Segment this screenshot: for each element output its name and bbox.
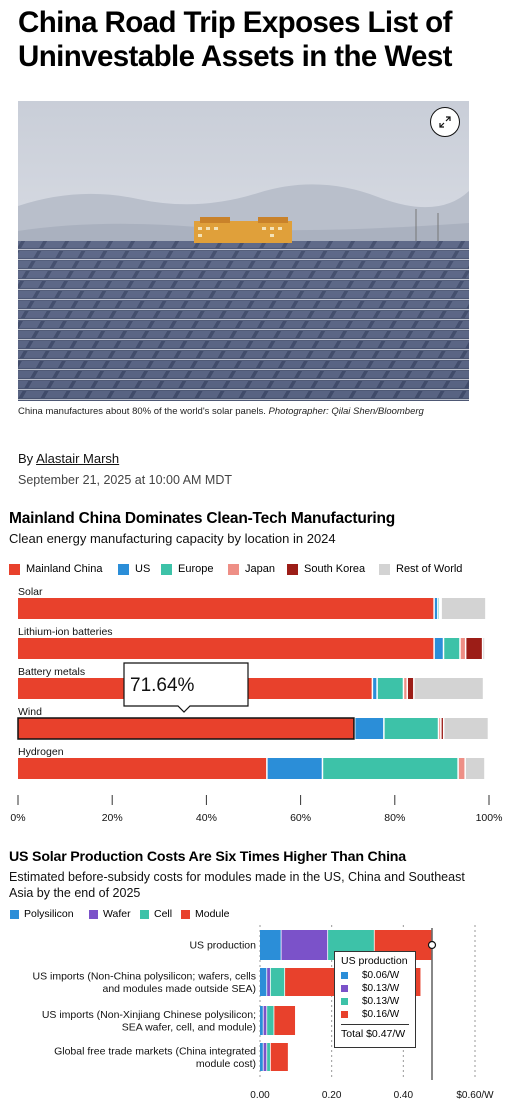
bar-wind-rest-of-world (444, 718, 488, 739)
x-tick-label-100: 100% (476, 812, 503, 824)
x-tick-label-80: 80% (384, 812, 405, 824)
category-label-solar: Solar (18, 586, 43, 598)
bar-4-wafer (263, 1043, 267, 1071)
bar-lithium-ion-batteries-japan (460, 638, 465, 659)
bar-lithium-ion-batteries-us (434, 638, 443, 659)
bar-hydrogen-europe (323, 758, 458, 779)
bar-hydrogen-japan (458, 758, 465, 779)
bar-solar-us (434, 598, 438, 619)
legend-item-south-korea: South Korea (287, 563, 365, 575)
legend-item-japan: Japan (228, 563, 275, 575)
category-label-1-line-1: US production (189, 940, 256, 952)
x-tick-label-0-40: 0.40 (394, 1090, 414, 1101)
bar-2-wafer (267, 968, 270, 996)
tooltip-row-module: $0.16/W (341, 1008, 409, 1021)
bar-wind-japan (439, 718, 441, 739)
photo-caption: China manufactures about 80% of the worl… (18, 406, 468, 418)
byline-prefix: By (18, 451, 37, 466)
category-label-2-line-2: and modules made outside SEA) (102, 983, 256, 995)
highlight-tooltip-value: 71.64% (130, 675, 195, 696)
x-tick-label-0-60-w: $0.60/W (456, 1090, 494, 1101)
highlight-tooltip-box (123, 662, 249, 713)
bar-battery-metals-us (373, 678, 377, 699)
category-label-4-line-1: Global free trade markets (China integra… (54, 1045, 256, 1057)
solar-farm-photo (18, 101, 469, 401)
legend-item-rest-of-world: Rest of World (379, 563, 462, 575)
bar-1-polysilicon (260, 930, 281, 960)
x-tick-label-40: 40% (196, 812, 217, 824)
bar-4-polysilicon (260, 1043, 263, 1071)
chart2-tooltip: US production $0.06/W $0.13/W $0.13/W $0… (334, 951, 416, 1048)
chart1-title: Mainland China Dominates Clean-Tech Manu… (9, 510, 396, 527)
category-label-4-line-2: module cost) (196, 1058, 256, 1070)
tooltip-row-wafer: $0.13/W (341, 982, 409, 995)
bar-lithium-ion-batteries-europe (444, 638, 460, 659)
bar-hydrogen-rest-of-world (465, 758, 485, 779)
chart1-subtitle: Clean energy manufacturing capacity by l… (9, 531, 336, 546)
bar-battery-metals-south-korea (407, 678, 414, 699)
legend-item-mainland-china: Mainland China (9, 563, 102, 575)
x-tick-label-0-20: 0.20 (322, 1090, 342, 1101)
chart2-subtitle: Estimated before-subsidy costs for modul… (9, 870, 465, 900)
chart2-plot: US production US imports (Non-China polys… (33, 925, 494, 1101)
bar-wind-south-korea (441, 718, 443, 739)
bar-4-module (270, 1043, 288, 1071)
category-label-lithium-ion-batteries: Lithium-ion batteries (18, 626, 113, 638)
tooltip-row-cell: $0.13/W (341, 995, 409, 1008)
category-label-battery-metals: Battery metals (18, 666, 85, 678)
chart1-plot: Solar Lithium-ion batteries Battery metals… (10, 586, 503, 824)
legend-item-us: US (118, 563, 150, 575)
hover-point (427, 940, 437, 950)
bar-solar-rest-of-world (441, 598, 486, 619)
expand-icon (439, 116, 451, 128)
x-tick-label-0: 0% (10, 812, 25, 824)
bar-hydrogen-us (267, 758, 322, 779)
bar-4-cell (267, 1043, 270, 1071)
author-link[interactable]: Alastair Marsh (36, 451, 120, 466)
bar-solar-mainland-china (18, 598, 434, 619)
bar-wind-mainland-china (17, 717, 355, 740)
legend-item-module: Module (181, 908, 229, 920)
expand-photo-button[interactable] (430, 107, 460, 137)
legend-item-cell: Cell (140, 908, 172, 920)
bar-lithium-ion-batteries-rest-of-world (483, 638, 485, 659)
category-label-3-line-1: US imports (Non-Xinjiang Chinese polysil… (42, 1009, 256, 1021)
caption-text: China manufactures about 80% of the worl… (18, 406, 269, 417)
bar-3-polysilicon (260, 1006, 263, 1035)
bar-lithium-ion-batteries-south-korea (466, 638, 482, 659)
category-label-2-line-1: US imports (Non-China polysilicon; wafer… (33, 970, 257, 982)
bar-3-cell (267, 1006, 274, 1035)
x-tick-label-0-00: 0.00 (250, 1090, 270, 1101)
category-label-wind: Wind (18, 706, 42, 718)
publish-date: September 21, 2025 at 10:00 AM MDT (18, 473, 233, 487)
bar-3-module (274, 1006, 296, 1035)
bar-lithium-ion-batteries-mainland-china (18, 638, 434, 659)
headline: China Road Trip Exposes List of Uninvest… (18, 6, 452, 73)
bar-wind-us (355, 718, 384, 739)
bar-1-wafer (281, 930, 328, 960)
legend-item-wafer: Wafer (89, 908, 131, 920)
tooltip-title: US production (341, 955, 408, 967)
bar-battery-metals-rest-of-world (414, 678, 483, 699)
category-label-hydrogen: Hydrogen (18, 746, 64, 758)
x-tick-label-20: 20% (102, 812, 123, 824)
bar-2-polysilicon (260, 968, 267, 996)
hero-photo (18, 101, 469, 401)
bar-hydrogen-mainland-china (18, 758, 267, 779)
bar-2-cell (270, 968, 285, 996)
bar-battery-metals-europe (377, 678, 403, 699)
bar-battery-metals-japan (404, 678, 407, 699)
tooltip-row-polysilicon: $0.06/W (341, 969, 409, 982)
chart2-title: US Solar Production Costs Are Six Times … (9, 849, 406, 865)
category-label-3-line-2: SEA wafer, cell, and module) (122, 1021, 256, 1033)
byline: By Alastair Marsh (18, 451, 119, 466)
bar-wind-europe (384, 718, 438, 739)
bar-3-wafer (263, 1006, 267, 1035)
tooltip-total: Total $0.47/W (341, 1024, 409, 1040)
x-tick-label-60: 60% (290, 812, 311, 824)
caption-credit: Photographer: Qilai Shen/Bloomberg (268, 406, 424, 417)
legend-item-polysilicon: Polysilicon (10, 908, 74, 920)
legend-item-europe: Europe (161, 563, 213, 575)
